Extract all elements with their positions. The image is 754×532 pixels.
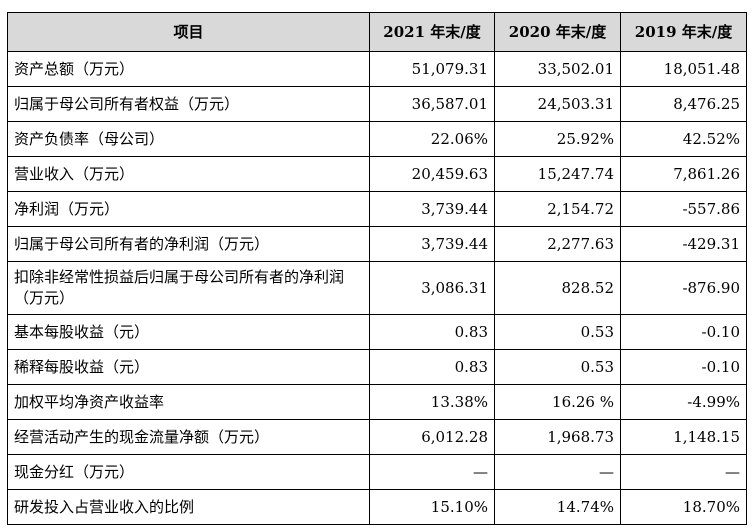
cell-2019: 18.70% xyxy=(620,489,747,525)
row-label: 研发投入占营业收入的比例 xyxy=(7,489,370,525)
table-row: 现金分红（万元） — — — xyxy=(7,454,747,490)
cell-2020: 2,154.72 xyxy=(494,191,621,227)
table-row: 稀释每股收益（元） 0.83 0.53 -0.10 xyxy=(7,349,747,385)
cell-2019: 18,051.48 xyxy=(620,51,747,87)
header-2020: 2020 年末/度 xyxy=(494,12,621,52)
cell-2021: 3,739.44 xyxy=(369,191,495,227)
cell-2020: 2,277.63 xyxy=(494,226,621,262)
cell-2019: -0.10 xyxy=(620,349,747,385)
cell-2021: 0.83 xyxy=(369,349,495,385)
cell-2020: 25.92% xyxy=(494,121,621,157)
table-row: 资产总额（万元） 51,079.31 33,502.01 18,051.48 xyxy=(7,51,747,87)
cell-2020: 16.26 % xyxy=(494,384,621,420)
row-label: 加权平均净资产收益率 xyxy=(7,384,370,420)
cell-2021: 51,079.31 xyxy=(369,51,495,87)
cell-2021: 20,459.63 xyxy=(369,156,495,192)
cell-2019: -0.10 xyxy=(620,314,747,350)
cell-2019: -429.31 xyxy=(620,226,747,262)
cell-2021: 15.10% xyxy=(369,489,495,525)
row-label: 归属于母公司所有者的净利润（万元） xyxy=(7,226,370,262)
cell-2019: 8,476.25 xyxy=(620,86,747,122)
cell-2020: 24,503.31 xyxy=(494,86,621,122)
row-label: 经营活动产生的现金流量净额（万元） xyxy=(7,419,370,455)
row-label: 营业收入（万元） xyxy=(7,156,370,192)
table-row: 扣除非经常性损益后归属于母公司所有者的净利润（万元） 3,086.31 828.… xyxy=(7,261,747,315)
cell-2020: — xyxy=(494,454,621,490)
table-row: 研发投入占营业收入的比例 15.10% 14.74% 18.70% xyxy=(7,489,747,525)
financial-table-container: 项目 2021 年末/度 2020 年末/度 2019 年末/度 资产总额（万元… xyxy=(7,12,747,525)
table-row: 基本每股收益（元） 0.83 0.53 -0.10 xyxy=(7,314,747,350)
row-label: 稀释每股收益（元） xyxy=(7,349,370,385)
cell-2020: 0.53 xyxy=(494,314,621,350)
row-label: 净利润（万元） xyxy=(7,191,370,227)
cell-2019: — xyxy=(620,454,747,490)
cell-2019: -557.86 xyxy=(620,191,747,227)
row-label: 归属于母公司所有者权益（万元） xyxy=(7,86,370,122)
table-row: 归属于母公司所有者权益（万元） 36,587.01 24,503.31 8,47… xyxy=(7,86,747,122)
row-label: 资产总额（万元） xyxy=(7,51,370,87)
cell-2019: 1,148.15 xyxy=(620,419,747,455)
table-row: 营业收入（万元） 20,459.63 15,247.74 7,861.26 xyxy=(7,156,747,192)
table-row: 归属于母公司所有者的净利润（万元） 3,739.44 2,277.63 -429… xyxy=(7,226,747,262)
table-header-row: 项目 2021 年末/度 2020 年末/度 2019 年末/度 xyxy=(7,12,747,52)
table-row: 净利润（万元） 3,739.44 2,154.72 -557.86 xyxy=(7,191,747,227)
cell-2021: 3,086.31 xyxy=(369,261,495,315)
cell-2020: 15,247.74 xyxy=(494,156,621,192)
cell-2020: 14.74% xyxy=(494,489,621,525)
cell-2019: -876.90 xyxy=(620,261,747,315)
cell-2020: 828.52 xyxy=(494,261,621,315)
cell-2021: 0.83 xyxy=(369,314,495,350)
table-row: 加权平均净资产收益率 13.38% 16.26 % -4.99% xyxy=(7,384,747,420)
table-row: 经营活动产生的现金流量净额（万元） 6,012.28 1,968.73 1,14… xyxy=(7,419,747,455)
header-item: 项目 xyxy=(7,12,370,52)
cell-2019: 42.52% xyxy=(620,121,747,157)
cell-2021: 13.38% xyxy=(369,384,495,420)
cell-2019: -4.99% xyxy=(620,384,747,420)
header-2019: 2019 年末/度 xyxy=(620,12,747,52)
cell-2021: 3,739.44 xyxy=(369,226,495,262)
row-label: 现金分红（万元） xyxy=(7,454,370,490)
row-label: 基本每股收益（元） xyxy=(7,314,370,350)
header-2021: 2021 年末/度 xyxy=(369,12,495,52)
table-row: 资产负债率（母公司） 22.06% 25.92% 42.52% xyxy=(7,121,747,157)
cell-2020: 1,968.73 xyxy=(494,419,621,455)
row-label: 扣除非经常性损益后归属于母公司所有者的净利润（万元） xyxy=(7,261,370,315)
cell-2021: 22.06% xyxy=(369,121,495,157)
cell-2020: 33,502.01 xyxy=(494,51,621,87)
cell-2021: — xyxy=(369,454,495,490)
row-label: 资产负债率（母公司） xyxy=(7,121,370,157)
cell-2021: 6,012.28 xyxy=(369,419,495,455)
cell-2019: 7,861.26 xyxy=(620,156,747,192)
cell-2021: 36,587.01 xyxy=(369,86,495,122)
cell-2020: 0.53 xyxy=(494,349,621,385)
financial-summary-table: 项目 2021 年末/度 2020 年末/度 2019 年末/度 资产总额（万元… xyxy=(7,12,747,525)
